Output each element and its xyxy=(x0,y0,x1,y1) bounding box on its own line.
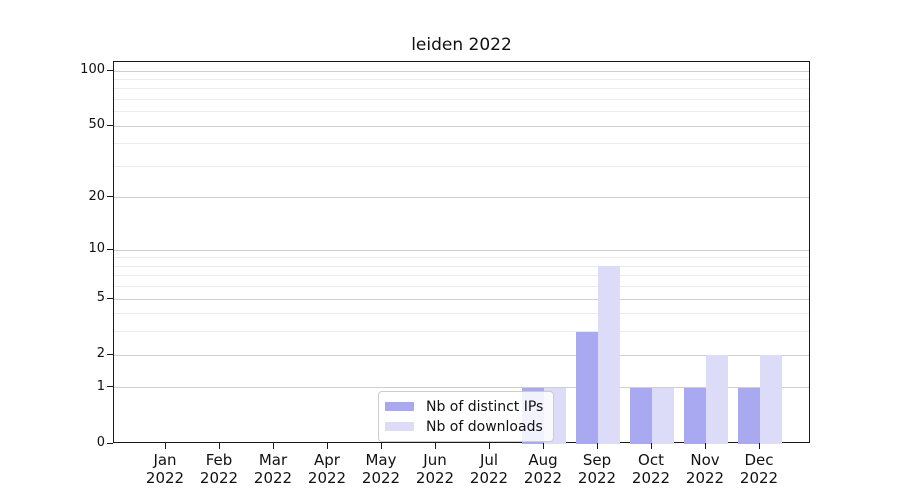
x-axis-tick xyxy=(381,443,382,449)
gridline-major xyxy=(114,197,809,199)
gridline-minor xyxy=(114,275,809,277)
bar-dec-downloads xyxy=(760,355,782,444)
y-tick-label: 5 xyxy=(96,290,105,306)
legend-item-distinct-ips: Nb of distinct IPs xyxy=(385,398,543,415)
y-tick-label: 10 xyxy=(88,241,105,257)
y-axis-tick xyxy=(107,69,113,71)
x-axis-tick xyxy=(759,443,760,449)
legend-swatch-ips-icon xyxy=(385,402,414,411)
gridline-minor xyxy=(114,98,809,100)
x-tick-label: Dec 2022 xyxy=(739,451,779,487)
x-tick-label: Oct 2022 xyxy=(631,451,671,487)
x-axis-tick xyxy=(705,443,706,449)
gridline-minor xyxy=(114,111,809,113)
x-tick-label: Jun 2022 xyxy=(415,451,455,487)
bar-nov-downloads xyxy=(706,355,728,444)
legend: Nb of distinct IPs Nb of downloads xyxy=(378,391,555,442)
y-tick-label: 50 xyxy=(88,117,105,133)
y-tick-label: 20 xyxy=(88,188,105,204)
x-axis-tick xyxy=(327,443,328,449)
gridline-minor xyxy=(114,257,809,259)
gridline-minor xyxy=(114,313,809,315)
gridline-minor xyxy=(114,88,809,90)
y-axis-tick xyxy=(107,442,113,444)
gridline-minor xyxy=(114,143,809,145)
y-tick-label: 1 xyxy=(96,378,105,394)
gridline-minor xyxy=(114,78,809,80)
x-axis-tick xyxy=(219,443,220,449)
y-axis-tick xyxy=(107,196,113,198)
x-tick-label: Apr 2022 xyxy=(307,451,347,487)
gridline-minor xyxy=(114,331,809,333)
bar-dec-ips xyxy=(738,387,760,444)
y-axis-tick xyxy=(107,248,113,250)
x-tick-label: Aug 2022 xyxy=(523,451,563,487)
bar-nov-ips xyxy=(684,387,706,444)
y-axis-tick xyxy=(107,386,113,388)
gridline-major xyxy=(114,125,809,127)
bar-oct-downloads xyxy=(652,387,674,444)
x-tick-label: Sep 2022 xyxy=(577,451,617,487)
y-tick-label: 100 xyxy=(80,62,105,77)
x-axis-tick xyxy=(435,443,436,449)
legend-label-distinct-ips: Nb of distinct IPs xyxy=(426,398,544,415)
x-axis-tick xyxy=(543,443,544,449)
x-axis-tick xyxy=(597,443,598,449)
plot-area xyxy=(113,61,810,444)
gridline-minor xyxy=(114,165,809,167)
bar-sep-ips xyxy=(576,331,598,444)
chart-title: leiden 2022 xyxy=(411,35,512,55)
gridline-major xyxy=(114,387,809,389)
x-tick-label: Nov 2022 xyxy=(685,451,725,487)
x-axis-tick xyxy=(273,443,274,449)
x-tick-label: Jul 2022 xyxy=(469,451,509,487)
bar-oct-ips xyxy=(630,387,652,444)
x-axis-tick xyxy=(489,443,490,449)
x-tick-label: Jan 2022 xyxy=(145,451,185,487)
y-axis-tick xyxy=(107,124,113,126)
legend-label-downloads: Nb of downloads xyxy=(426,418,543,435)
y-axis-tick xyxy=(107,353,113,355)
gridline-minor xyxy=(114,286,809,288)
gridline-major xyxy=(114,249,809,251)
x-axis-tick xyxy=(651,443,652,449)
gridline-major xyxy=(114,298,809,300)
y-tick-label: 2 xyxy=(96,346,105,362)
gridline-minor xyxy=(114,265,809,267)
legend-swatch-downloads-icon xyxy=(385,422,414,431)
y-axis-tick xyxy=(107,297,113,299)
x-tick-label: May 2022 xyxy=(361,451,401,487)
x-tick-label: Mar 2022 xyxy=(253,451,293,487)
gridline-major xyxy=(114,70,809,72)
x-tick-label: Feb 2022 xyxy=(199,451,239,487)
legend-item-downloads: Nb of downloads xyxy=(385,418,543,435)
gridline-major xyxy=(114,354,809,356)
y-tick-label: 0 xyxy=(96,435,105,450)
x-axis-tick xyxy=(165,443,166,449)
bar-sep-downloads xyxy=(598,266,620,444)
